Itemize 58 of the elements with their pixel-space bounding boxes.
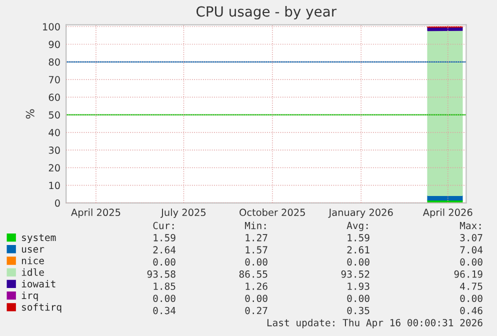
text: 0.00 bbox=[153, 258, 176, 266]
text: Cur: bbox=[153, 222, 174, 230]
text: Min: bbox=[244, 222, 266, 230]
x-tick-label: April 2025 bbox=[71, 208, 120, 218]
text: 0.00 bbox=[347, 258, 370, 266]
x-tick-label: October 2025 bbox=[240, 208, 305, 216]
text: 2.64 bbox=[153, 246, 176, 254]
y-tick-label: 20 bbox=[48, 164, 60, 172]
y-tick-label: 100 bbox=[43, 23, 60, 30]
y-tick-label: 10 bbox=[49, 182, 60, 190]
text: 93.58 bbox=[147, 270, 176, 278]
text: 0.35 bbox=[347, 306, 370, 314]
y-tick-label: 90 bbox=[48, 40, 60, 48]
x-tick-label: July 2025 bbox=[160, 208, 206, 218]
text: 2.61 bbox=[347, 246, 370, 254]
legend-label: idle bbox=[22, 268, 44, 276]
legend-label: system bbox=[22, 234, 56, 243]
text: 0.27 bbox=[245, 306, 268, 314]
y-tick-label: 80 bbox=[48, 58, 60, 66]
y-tick-label: 70 bbox=[48, 76, 60, 84]
text: 0.00 bbox=[460, 294, 482, 302]
y-tick-label: 0 bbox=[55, 199, 60, 207]
y-tick-label: 30 bbox=[48, 146, 60, 154]
y-tick-label: 60 bbox=[48, 94, 60, 101]
text: 1.59 bbox=[348, 234, 370, 242]
text: 1.26 bbox=[246, 282, 268, 290]
text: 0.00 bbox=[245, 294, 268, 302]
text: 93.52 bbox=[341, 270, 370, 278]
text: 96.19 bbox=[454, 270, 482, 278]
legend-label: irq bbox=[22, 292, 38, 301]
text: 1.85 bbox=[154, 282, 176, 290]
y-tick-label: 50 bbox=[48, 111, 60, 119]
legend-label: iowait bbox=[22, 280, 56, 288]
legend-label: nice bbox=[22, 256, 44, 264]
text: Max: bbox=[460, 222, 481, 230]
text: 0.00 bbox=[245, 258, 268, 266]
x-tick-label: January 2026 bbox=[328, 208, 393, 218]
text: 1.93 bbox=[348, 282, 370, 290]
legend-label: user bbox=[22, 247, 44, 253]
text: 0.00 bbox=[347, 294, 370, 302]
text: 0.34 bbox=[153, 306, 176, 314]
text: 3.07 bbox=[460, 234, 482, 242]
text: Avg: bbox=[346, 222, 368, 232]
y-axis-title: % bbox=[26, 109, 34, 119]
text: Last update: Thu Apr 16 00:00:31 2026 bbox=[267, 318, 482, 328]
text: 1.59 bbox=[154, 234, 176, 242]
legend-label: softirq bbox=[22, 303, 62, 313]
text: 4.75 bbox=[460, 282, 482, 290]
text: 0.46 bbox=[460, 306, 482, 314]
x-tick-label: April 2026 bbox=[422, 208, 472, 218]
text: 86.55 bbox=[239, 270, 268, 278]
text: 1.27 bbox=[246, 234, 268, 242]
text: 0.00 bbox=[460, 258, 482, 266]
text: 0.00 bbox=[153, 294, 176, 302]
text: 1.57 bbox=[246, 246, 268, 254]
chart-title: CPU usage - by year bbox=[196, 6, 337, 20]
text: 7.04 bbox=[460, 246, 483, 254]
y-tick-label: 40 bbox=[48, 128, 60, 136]
